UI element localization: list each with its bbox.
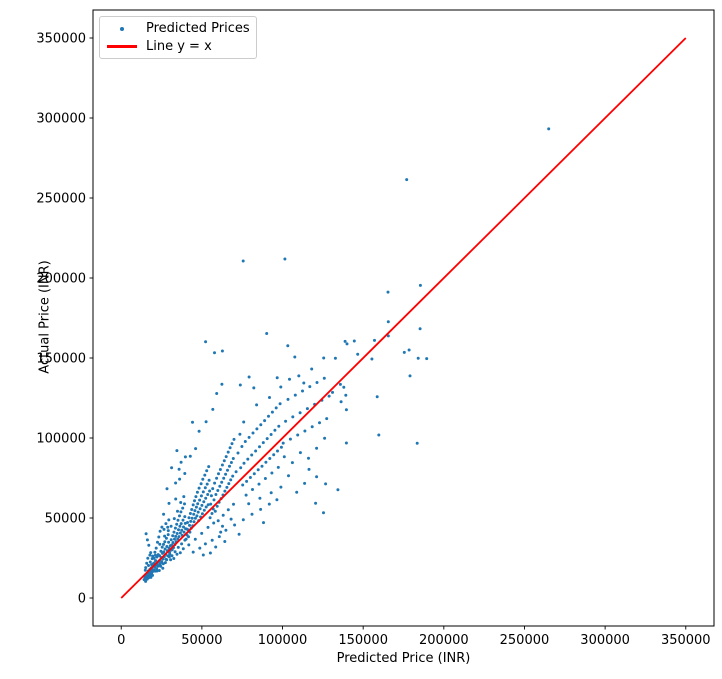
scatter-points: [142, 127, 551, 583]
y-tick-label: 350000: [36, 32, 86, 47]
y-tick-label: 200000: [36, 272, 86, 287]
x-tick-label: 50000: [181, 633, 222, 648]
x-axis-label: Predicted Price (INR): [336, 651, 471, 666]
legend: Predicted Prices Line y = x: [99, 16, 257, 59]
scatter-marker-icon: [106, 26, 138, 31]
legend-item-identity-line: Line y = x: [106, 38, 248, 56]
y-tick-label: 300000: [36, 112, 86, 127]
x-tick-label: 0: [117, 633, 125, 648]
y-tick-label: 50000: [45, 512, 86, 527]
x-tick-label: 200000: [419, 633, 469, 648]
y-tick-label: 150000: [36, 352, 86, 367]
legend-label: Line y = x: [146, 38, 212, 54]
y-axis-label: Actual Price (INR): [37, 260, 53, 374]
x-tick-label: 300000: [580, 633, 630, 648]
y-tick-label: 0: [78, 592, 86, 607]
x-tick-label: 100000: [258, 633, 308, 648]
x-tick-label: 250000: [500, 633, 550, 648]
identity-line: [120, 37, 687, 599]
x-tick-label: 150000: [338, 633, 388, 648]
axes-frame: [92, 9, 715, 627]
line-marker-icon: [106, 45, 138, 48]
legend-item-predicted-prices: Predicted Prices: [106, 20, 250, 38]
legend-label: Predicted Prices: [146, 21, 250, 37]
y-tick-label: 100000: [36, 432, 86, 447]
y-tick-label: 250000: [36, 192, 86, 207]
x-tick-label: 350000: [661, 633, 711, 648]
